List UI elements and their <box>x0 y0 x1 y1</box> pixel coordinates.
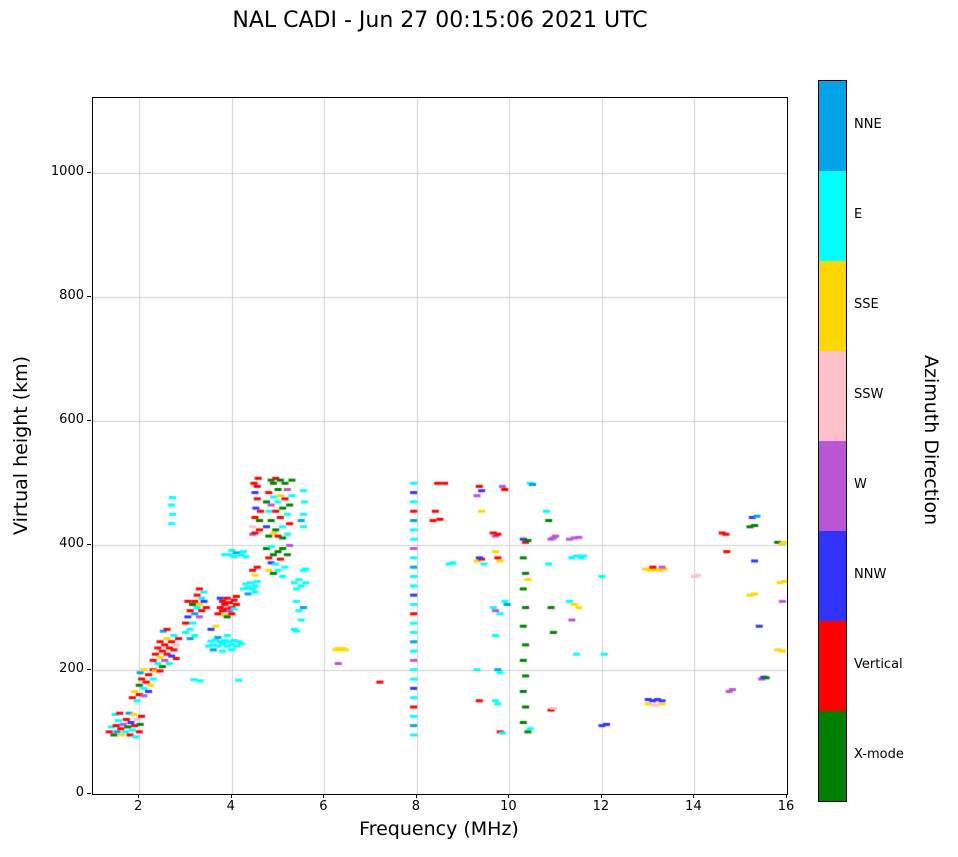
x-tick-label: 2 <box>134 799 143 814</box>
x-tick-label: 4 <box>226 799 235 814</box>
y-tick-label: 200 <box>59 660 84 676</box>
colorbar-segment-nne <box>819 81 846 171</box>
colorbar-segment-nnw <box>819 531 846 621</box>
colorbar-label-e: E <box>854 207 863 222</box>
y-axis-label: Virtual height (km) <box>10 355 32 535</box>
x-tick-label: 12 <box>592 799 610 814</box>
y-tick-label: 800 <box>59 287 84 303</box>
page-title: NAL CADI - Jun 27 00:15:06 2021 UTC <box>232 8 648 33</box>
ionogram-scatter-canvas <box>93 98 787 794</box>
colorbar-segment-ssw <box>819 351 846 441</box>
x-tick-mark <box>601 794 602 798</box>
colorbar-title: Azimuth Direction <box>920 354 942 526</box>
x-tick-label: 10 <box>500 799 517 814</box>
x-tick-mark <box>508 794 509 798</box>
colorbar-segment-e <box>819 171 846 261</box>
y-tick-mark <box>87 669 91 670</box>
x-tick-mark <box>323 794 324 798</box>
x-tick-mark <box>138 794 139 798</box>
colorbar-label-w: W <box>854 477 867 492</box>
x-tick-label: 16 <box>777 799 795 814</box>
y-tick-label: 0 <box>75 785 84 800</box>
y-tick-label: 400 <box>59 536 84 552</box>
y-tick-mark <box>87 793 91 794</box>
colorbar-label-nnw: NNW <box>854 567 887 582</box>
colorbar-segment-vertical <box>819 621 846 711</box>
colorbar-segment-sse <box>819 261 846 351</box>
y-tick-mark <box>87 296 91 297</box>
colorbar <box>818 80 847 802</box>
x-tick-mark <box>231 794 232 798</box>
x-tick-mark <box>786 794 787 798</box>
colorbar-label-nne: NNE <box>854 117 882 132</box>
x-tick-mark <box>693 794 694 798</box>
x-tick-mark <box>416 794 417 798</box>
colorbar-label-vertical: Vertical <box>854 657 903 672</box>
colorbar-segment-x-mode <box>819 711 846 801</box>
y-tick-mark <box>87 172 91 173</box>
colorbar-label-ssw: SSW <box>854 387 884 402</box>
x-tick-label: 8 <box>411 799 420 814</box>
colorbar-label-x-mode: X-mode <box>854 747 904 762</box>
y-tick-mark <box>87 420 91 421</box>
y-tick-label: 600 <box>59 412 84 428</box>
x-tick-label: 14 <box>685 799 702 814</box>
plot-area <box>92 97 788 795</box>
y-tick-label: 1000 <box>50 163 84 179</box>
x-axis-label: Frequency (MHz) <box>359 818 519 840</box>
colorbar-label-sse: SSE <box>854 297 879 312</box>
x-tick-label: 6 <box>319 799 328 814</box>
colorbar-segment-w <box>819 441 846 531</box>
y-tick-mark <box>87 544 91 545</box>
